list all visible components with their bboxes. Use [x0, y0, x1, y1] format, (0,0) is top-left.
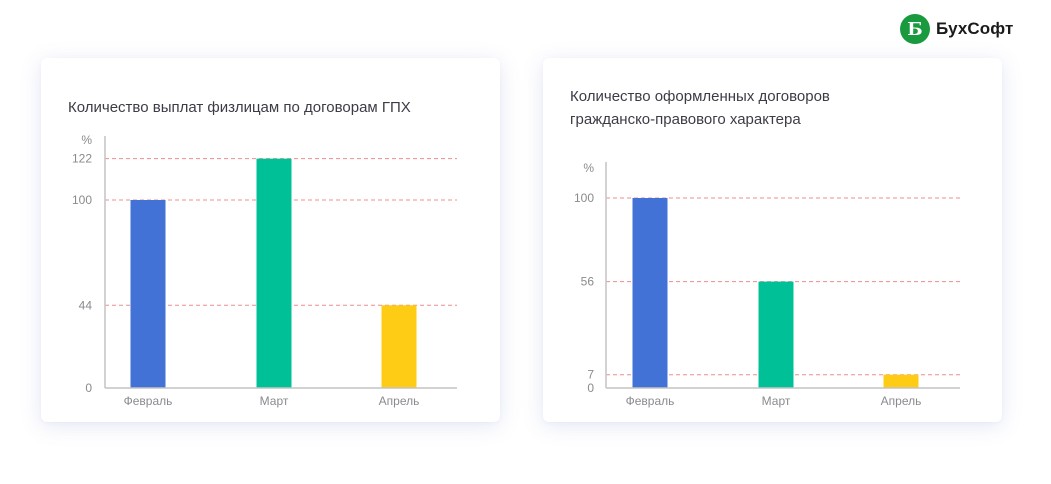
y-tick-label: 122 [72, 152, 92, 166]
y-tick-label: 100 [574, 191, 594, 205]
bar-chart-contracts: % 07 56 100 Февраль Март Апрель [574, 161, 960, 408]
y-tick-label: 0 [587, 381, 594, 395]
x-category-label: Апрель [379, 394, 420, 408]
x-category-label: Март [762, 394, 791, 408]
bar-1 [130, 200, 166, 388]
brand: Б БухСофт [900, 14, 1013, 44]
chart-card-contracts: Количество оформленных договоров граждан… [543, 58, 1002, 422]
x-category-label: Апрель [881, 394, 922, 408]
y-tick-label: 0 [85, 381, 92, 395]
chart-card-payments: Количество выплат физлицам по договорам … [41, 58, 500, 422]
y-axis-unit: % [81, 133, 92, 147]
bar-chart-payments: % 0 44 100 122 Февраль Март Апрель [72, 133, 457, 408]
x-category-label: Февраль [124, 394, 173, 408]
x-category-label: Февраль [626, 394, 675, 408]
brand-name: БухСофт [936, 19, 1014, 38]
bukhsoft-logo-icon: Б [900, 14, 930, 44]
chart-title: Количество выплат физлицам по договорам … [68, 99, 411, 116]
y-axis-unit: % [583, 161, 594, 175]
y-tick-label: 100 [72, 193, 92, 207]
bar-2 [758, 281, 794, 388]
bar-3 [883, 374, 919, 388]
y-tick-label: 44 [79, 298, 93, 312]
bar-1 [632, 198, 668, 388]
bar-2 [256, 158, 292, 388]
y-tick-label: 7 [587, 368, 594, 382]
brand-logo-letter: Б [907, 18, 923, 40]
x-category-label: Март [260, 394, 289, 408]
bar-3 [381, 305, 417, 388]
y-tick-label: 56 [581, 275, 595, 289]
chart-title: Количество оформленных договоров граждан… [570, 88, 830, 128]
